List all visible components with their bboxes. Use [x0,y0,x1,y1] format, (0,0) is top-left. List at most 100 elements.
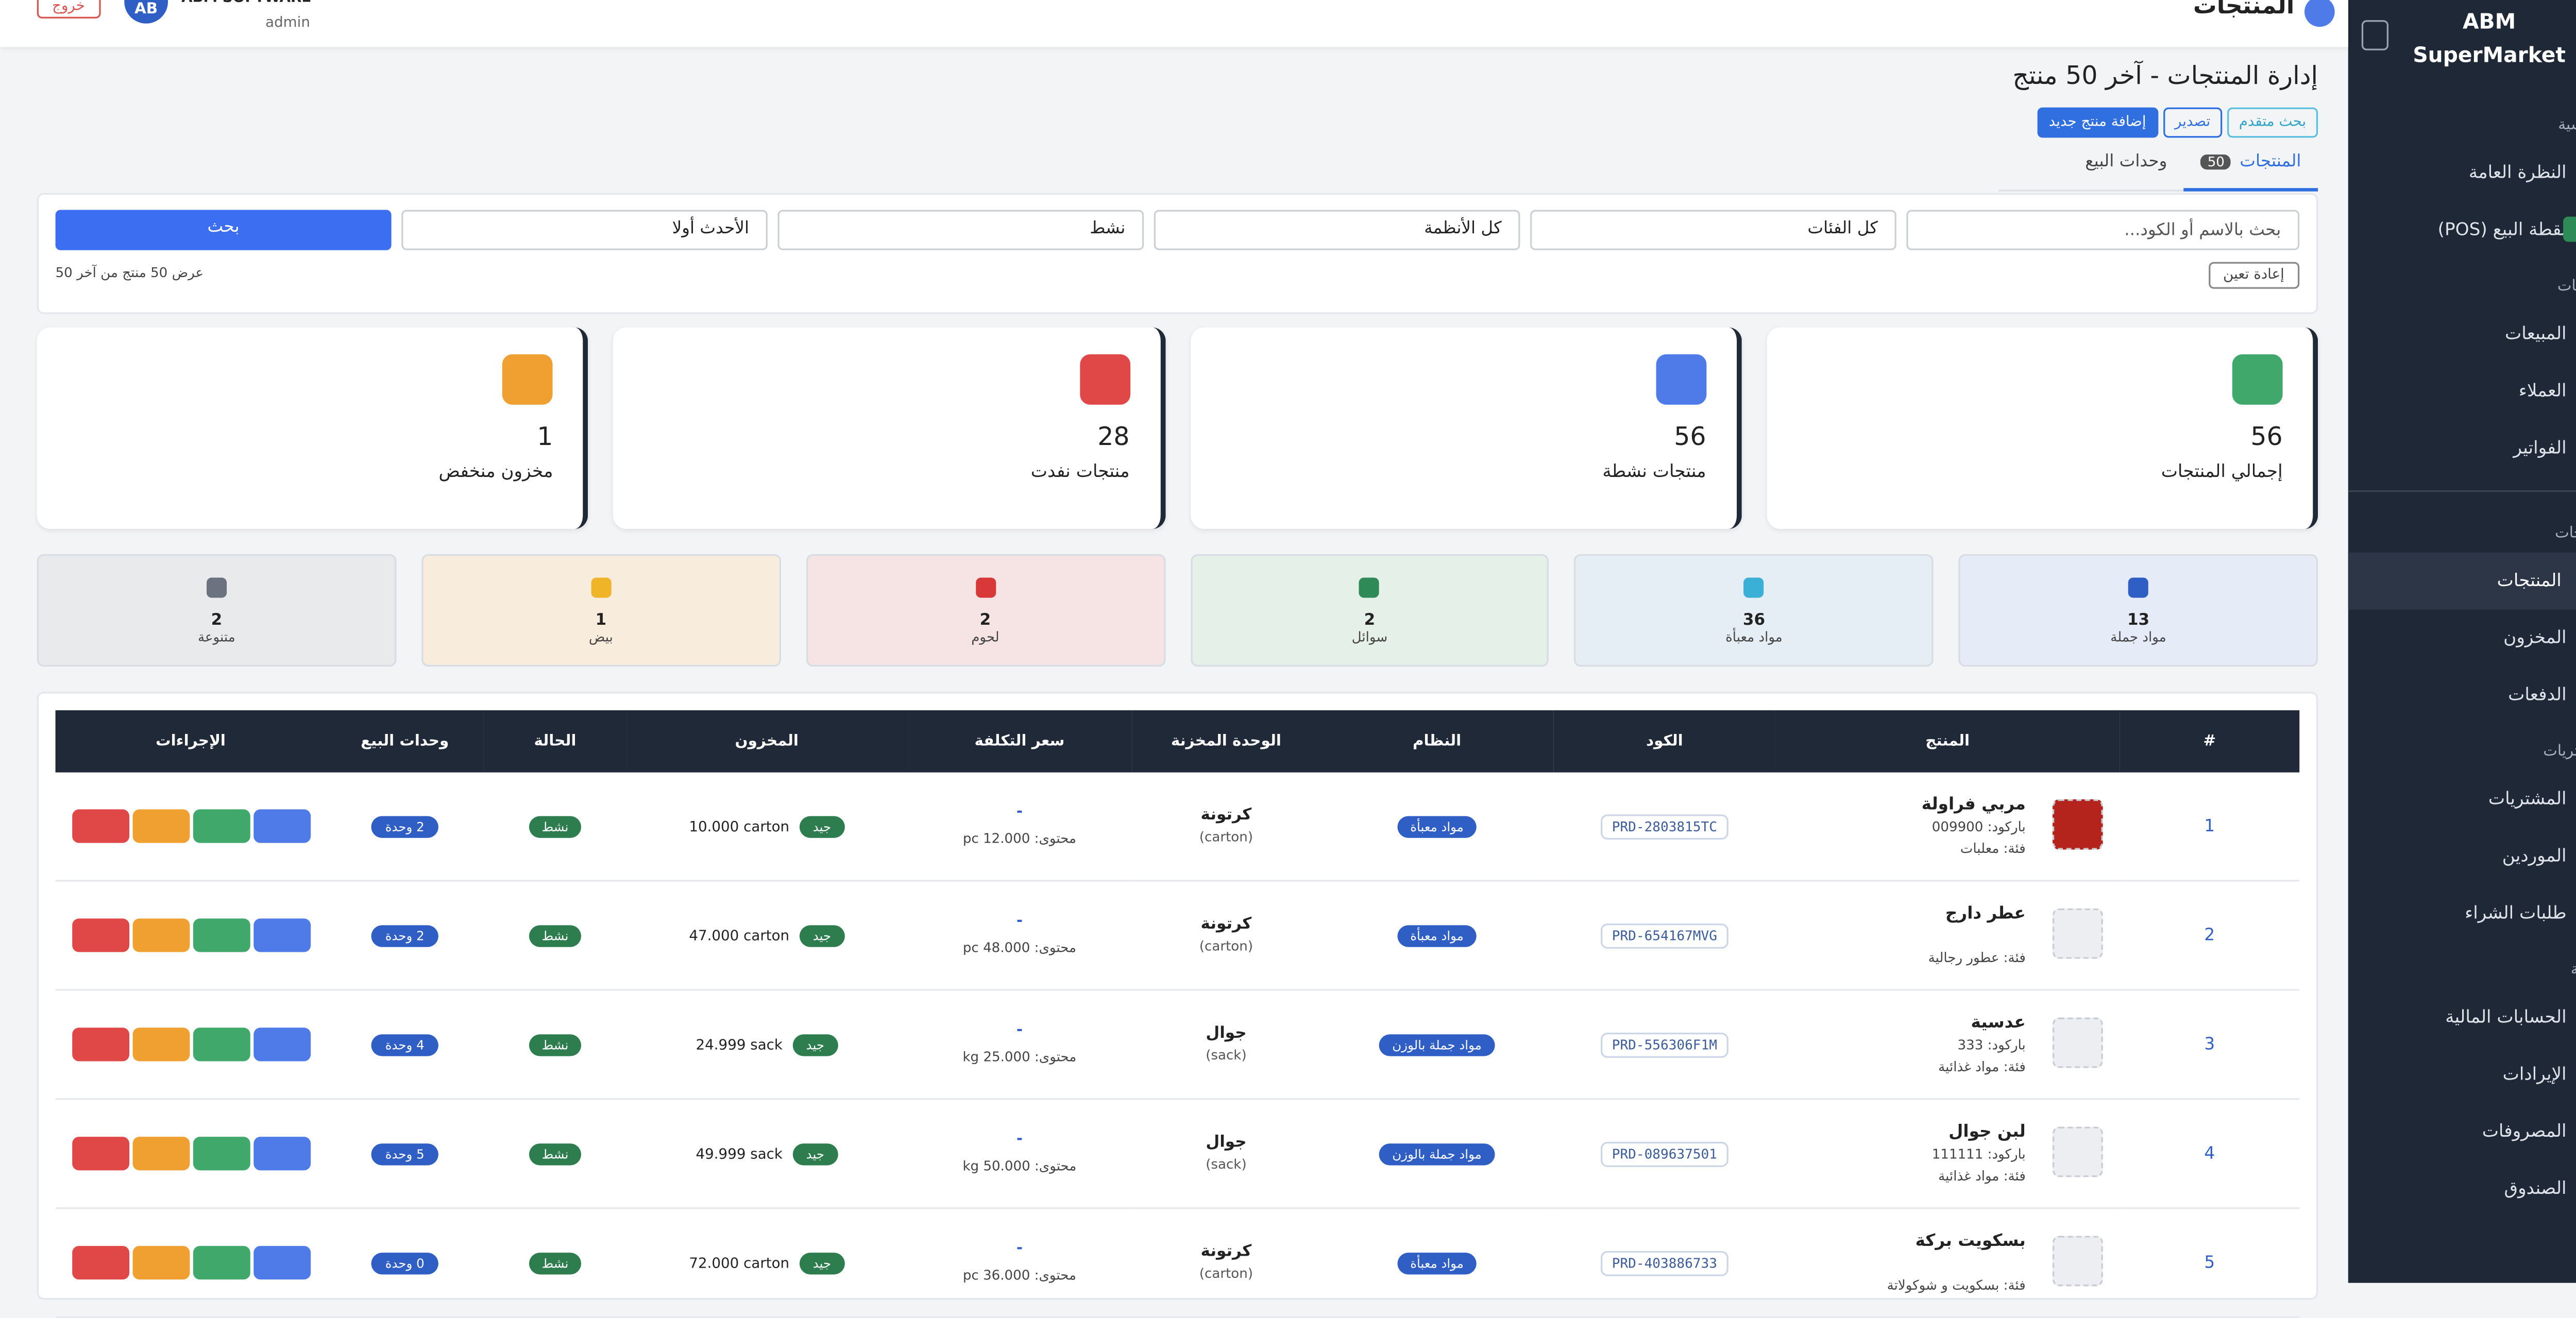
nav-item[interactable]: طلبات الشراء [2348,885,2576,942]
product-thumb [2052,1126,2103,1177]
nav-item[interactable]: الصندوق [2348,1160,2576,1218]
cell: PRD-654167MVG [1553,880,1776,991]
action-button[interactable] [71,1246,129,1280]
search-input[interactable]: بحث بالاسم أو الكود... [1906,210,2300,250]
action-button[interactable] [192,918,250,952]
filter-select[interactable]: نشط [777,210,1144,250]
column-header: الكود [1553,710,1776,773]
product-code: PRD-2803815TC [1600,813,1729,839]
nav-item[interactable]: الإيرادات [2348,1046,2576,1103]
nav-item[interactable]: المبيعات [2348,305,2576,363]
cell: - محتوى: 48.000 pc [907,880,1132,991]
status-badge: نشط [528,1252,582,1274]
action-button[interactable] [131,1028,189,1062]
cell: عدسية باركود: 333 فئة: مواد غذائية [1775,989,2120,1100]
nav-item[interactable]: المصروفات [2348,1103,2576,1160]
action-button[interactable] [252,1246,310,1280]
sale-units-badge: 2 وحدة [371,815,438,837]
product-name: مربي فراولة [1921,795,2026,814]
action-button[interactable] [192,1137,250,1171]
product-info: عطر دارج فئة: عطور رجالية [1777,902,2026,968]
avatar: AB [124,0,168,24]
cell: - محتوى: 12.000 pc [907,772,1132,882]
stat-label: مخزون منخفض [438,461,553,482]
action-button[interactable] [252,1137,310,1171]
action-button[interactable] [252,918,310,952]
cell: - محتوى: 36.000 pc [907,1208,1132,1318]
header-button[interactable]: إضافة منتج جديد [2037,107,2158,138]
action-button[interactable] [192,1028,250,1062]
logout-button[interactable]: خروج [37,0,100,19]
column-header: الحالة [483,710,627,773]
category-card: 2 سوائل [1190,554,1550,667]
cell: جوال (sack) [1132,1099,1320,1209]
pos-open-button[interactable] [2563,216,2576,242]
action-button[interactable] [192,809,250,843]
cell: نشط [483,1099,627,1209]
nav-item[interactable]: الدفعات [2348,666,2576,724]
category-label: مواد جملة [2110,629,2166,645]
category-label: مواد معبأة [1725,629,1783,645]
nav-label: المشتريات [2488,789,2567,810]
collapse-button[interactable] [2361,20,2389,50]
nav-item[interactable]: المخزون [2348,609,2576,666]
cell: - محتوى: 25.000 kg [907,989,1132,1100]
action-button[interactable] [192,1246,250,1280]
nav-item[interactable]: الموردين [2348,828,2576,885]
reset-button[interactable]: إعادة تعين [2208,262,2300,289]
stat-card: 1 مخزون منخفض [37,327,588,529]
action-button[interactable] [71,918,129,952]
header-button[interactable]: تصدير [2163,107,2223,138]
action-button[interactable] [131,809,189,843]
action-button[interactable] [71,1137,129,1171]
brand: ABM SuperMarket [2413,8,2566,67]
cell: جيد 49.999 sack [626,1099,907,1209]
search-button[interactable]: بحث [55,210,392,250]
action-button[interactable] [71,809,129,843]
action-button[interactable] [252,809,310,843]
status-badge: نشط [528,815,582,837]
page-icon [2304,0,2335,27]
nav-item[interactable]: الفواتير [2348,420,2576,477]
cell: مواد معبأة [1320,880,1554,991]
nav-item[interactable]: العملاء [2348,363,2576,420]
header-button[interactable]: بحث متقدم [2227,107,2318,138]
cost: - [1016,913,1023,931]
unit: كرتونة [1200,806,1252,825]
divider [2348,490,2576,492]
action-button[interactable] [131,1137,189,1171]
tab[interactable]: وحدات البيع [2069,144,2184,188]
tab[interactable]: المنتجات 50 [2184,144,2318,192]
stat-icon [1079,354,1130,405]
category-count: 2 [1364,611,1376,630]
unit: كرتونة [1200,915,1252,934]
cell: 0 وحدة [326,1208,484,1318]
nav-label: المصروفات [2482,1121,2567,1142]
nav-item[interactable]: النظرة العامة [2348,144,2576,201]
nav-item[interactable]: المشتريات [2348,771,2576,828]
category-icon [1743,577,1765,598]
filter-select[interactable]: كل الأنظمة [1154,210,1520,250]
nav-item[interactable]: نقطة البيع (POS) [2348,201,2576,259]
cell: جيد 24.999 sack [626,989,907,1100]
system-badge: مواد معبأة [1397,924,1478,947]
nav-label: المنتجات [2497,571,2562,591]
action-button[interactable] [252,1028,310,1062]
stock: 24.999 sack [696,1037,783,1054]
status-badge: نشط [528,1033,582,1056]
nav-item[interactable]: المنتجات [2348,552,2576,610]
filter-select[interactable]: كل الفئات [1530,210,1896,250]
action-button[interactable] [131,918,189,952]
action-button[interactable] [131,1246,189,1280]
stock-badge: جيد [792,1142,838,1165]
nav-item[interactable]: الحسابات المالية [2348,989,2576,1046]
nav-label: الصندوق [2504,1178,2567,1199]
nav-label: الحسابات المالية [2445,1007,2567,1028]
action-button[interactable] [71,1028,129,1062]
cost: - [1016,804,1023,821]
category-card: 2 متنوعة [37,554,396,667]
filter-select[interactable]: الأحدث أولا [401,210,768,250]
status-badge: نشط [528,924,582,947]
cell: نشط [483,989,627,1100]
row-number: 3 [2204,1035,2215,1054]
